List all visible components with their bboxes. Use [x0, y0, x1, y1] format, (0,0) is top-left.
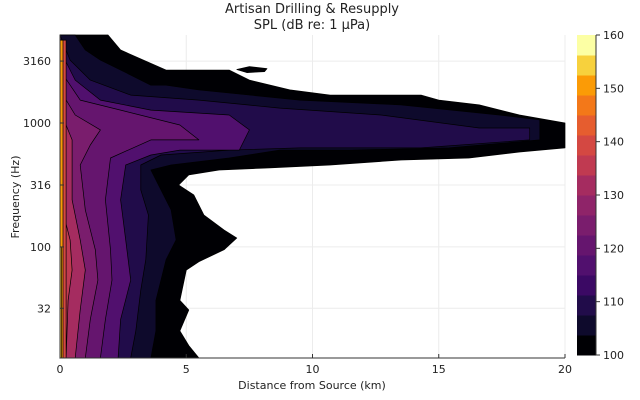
colorbar-tick-label: 100: [603, 349, 624, 362]
colorbar-band: [577, 235, 596, 256]
y-tick-label: 1000: [23, 117, 51, 130]
y-tick-label: 3160: [23, 55, 51, 68]
x-tick-label: 5: [183, 363, 190, 376]
contour-regions: [59, 34, 566, 359]
colorbar-tick-label: 140: [603, 136, 624, 149]
y-tick-label: 32: [37, 302, 51, 315]
colorbar-band: [577, 275, 596, 296]
colorbar-tick-label: 160: [603, 29, 624, 42]
x-axis-label: Distance from Source (km): [238, 379, 386, 392]
x-tick-label: 0: [57, 363, 64, 376]
axes: 0 5 10 15 20 32 100 316 1000 3160: [23, 35, 572, 376]
colorbar-band: [577, 255, 596, 276]
chart-subtitle: SPL (dB re: 1 μPa): [254, 18, 370, 33]
colorbar-band: [577, 35, 596, 56]
colorbar-band: [577, 135, 596, 156]
colorbar-band: [577, 195, 596, 216]
colorbar-band: [577, 295, 596, 316]
colorbar-tick-label: 150: [603, 82, 624, 95]
y-tick-label: 100: [30, 241, 51, 254]
colorbar-band: [577, 315, 596, 336]
y-axis-label: Frequency (Hz): [9, 156, 22, 239]
colorbar-band: [577, 115, 596, 136]
colorbar-band: [577, 75, 596, 96]
y-tick-label: 316: [30, 179, 51, 192]
colorbar: 100 110 120 130 140 150 160: [577, 29, 624, 362]
colorbar-band: [577, 335, 596, 356]
colorbar-band: [577, 95, 596, 116]
contour-region-100: [236, 66, 268, 73]
x-tick-label: 20: [558, 363, 572, 376]
colorbar-band: [577, 175, 596, 196]
colorbar-band: [577, 155, 596, 176]
colorbar-band: [577, 55, 596, 76]
colorbar-tick-label: 110: [603, 296, 624, 309]
x-tick-label: 10: [306, 363, 320, 376]
colorbar-tick-label: 120: [603, 242, 624, 255]
chart-title: Artisan Drilling & Resupply: [225, 2, 399, 17]
x-tick-label: 15: [432, 363, 446, 376]
colorbar-tick-label: 130: [603, 189, 624, 202]
colorbar-band: [577, 215, 596, 236]
